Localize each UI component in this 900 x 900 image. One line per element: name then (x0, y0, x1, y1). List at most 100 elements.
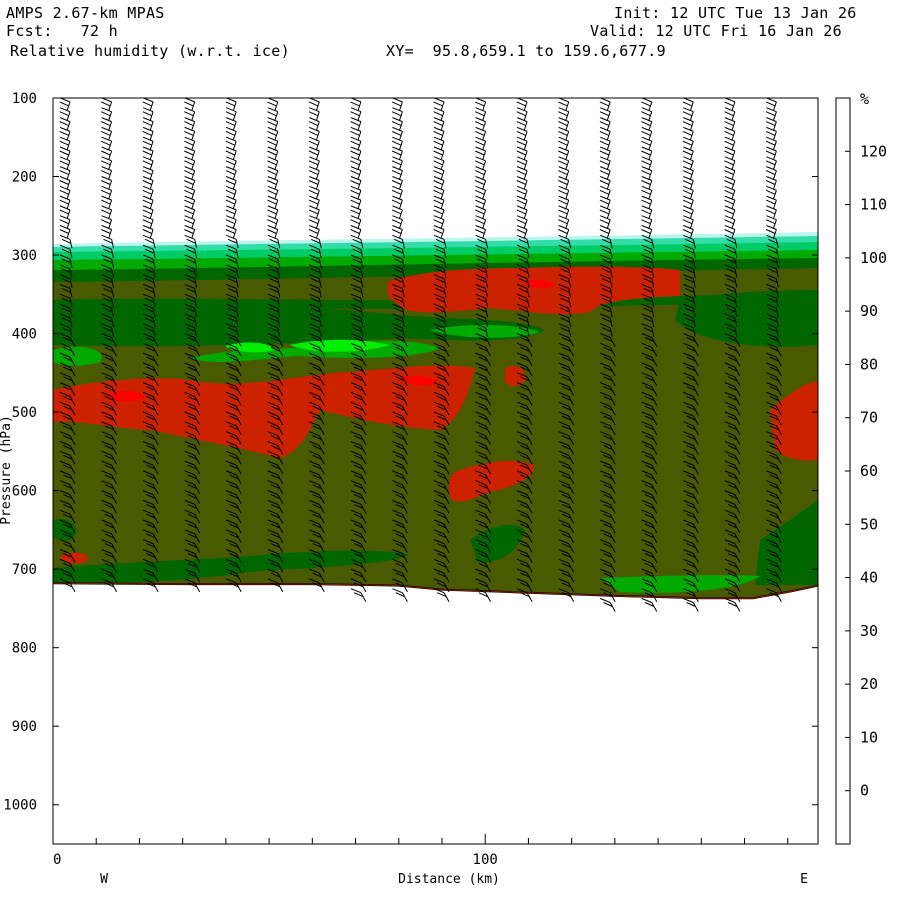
wind-barb (516, 185, 528, 200)
wind-barb (184, 490, 201, 504)
wind-barb (350, 529, 367, 544)
wind-barb (59, 509, 76, 524)
wind-barb (724, 578, 741, 593)
wind-barb (475, 382, 492, 396)
wind-barb (516, 480, 533, 494)
wind-barb (226, 499, 242, 514)
wind-barb (309, 382, 325, 396)
wind-barb (350, 176, 362, 190)
wind-barb (558, 460, 575, 475)
wind-barb (309, 441, 325, 455)
wind-barb (392, 303, 405, 318)
x-tick-label: 100 (473, 852, 498, 868)
wind-barb (225, 117, 237, 131)
wind-barb (600, 558, 616, 573)
wind-barb (475, 578, 492, 593)
wind-barb (516, 195, 528, 210)
wind-barb (59, 117, 71, 131)
east-label: E (800, 872, 808, 887)
wind-barb (724, 264, 738, 278)
wind-barb (516, 166, 528, 180)
wind-barb (600, 450, 616, 465)
wind-barb (516, 519, 533, 534)
wind-barb (391, 146, 403, 161)
wind-barb (433, 146, 445, 161)
wind-barb (475, 333, 492, 347)
wind-barb (724, 558, 741, 573)
colorbar-label: 120 (860, 142, 887, 160)
wind-barb (184, 470, 201, 485)
wind-barb (142, 519, 159, 534)
wind-barb (392, 558, 408, 573)
wind-barb (59, 293, 73, 308)
wind-barb (101, 519, 118, 534)
wind-barb (724, 499, 741, 514)
wind-barb (433, 156, 445, 170)
wind-barb (267, 441, 284, 455)
wind-barb (641, 490, 658, 504)
wind-barb (309, 313, 322, 328)
wind-barb (59, 323, 73, 337)
wind-barb (558, 372, 575, 387)
wind-barb (516, 421, 533, 436)
wind-barb (59, 313, 73, 328)
wind-barb (350, 333, 367, 347)
wind-barb (350, 539, 367, 553)
rh-90-patch-east (675, 290, 818, 347)
wind-barb (600, 323, 613, 337)
wind-barb (350, 225, 362, 239)
wind-barb (184, 362, 201, 377)
wind-barb (184, 352, 201, 367)
y-axis-title: Pressure (hPa) (0, 415, 14, 525)
wind-barb (516, 539, 533, 553)
wind-barb (558, 323, 572, 337)
wind-barb (101, 372, 118, 387)
wind-barb (682, 205, 694, 220)
wind-barb (558, 107, 570, 121)
wind-barb (516, 126, 528, 141)
wind-barb (516, 588, 533, 602)
wind-barb (475, 568, 492, 583)
wind-barb (683, 460, 699, 475)
wind-barb (641, 156, 653, 170)
wind-barb (267, 421, 284, 436)
wind-barb (184, 333, 201, 347)
wind-barb (558, 136, 570, 151)
wind-barb (226, 342, 242, 357)
y-tick-label: 400 (12, 327, 37, 343)
wind-barb (558, 342, 575, 357)
wind-barb (599, 107, 611, 121)
colorbar-label: 60 (860, 462, 878, 480)
wind-barb (475, 558, 492, 573)
wind-barb (392, 372, 408, 387)
wind-barb (724, 519, 741, 534)
wind-barb (516, 274, 530, 288)
wind-barb (101, 342, 118, 357)
wind-barb (641, 333, 658, 347)
wind-barb (267, 352, 284, 367)
wind-barb (184, 431, 201, 445)
wind-barb (226, 568, 242, 583)
wind-barb (309, 401, 325, 416)
wind-barb (350, 480, 367, 494)
wind-barb (558, 578, 575, 593)
wind-barb (184, 441, 201, 455)
wind-barb (558, 539, 575, 553)
wind-barb (392, 254, 405, 269)
wind-barb (558, 215, 570, 229)
wind-barb (599, 146, 611, 161)
wind-barb (558, 283, 572, 298)
x-axis: 0 100 (52, 834, 789, 868)
wind-barb (600, 568, 616, 583)
wind-barb (309, 303, 322, 318)
wind-barb (599, 176, 611, 190)
wind-barb (516, 98, 528, 112)
wind-barb (765, 215, 777, 229)
wind-barb (475, 342, 492, 357)
wind-barb (101, 382, 118, 396)
wind-barb (475, 283, 489, 298)
wind-barb (558, 244, 572, 259)
wind-barb (184, 185, 196, 200)
wind-barb (225, 98, 237, 112)
wind-barb (641, 234, 655, 249)
